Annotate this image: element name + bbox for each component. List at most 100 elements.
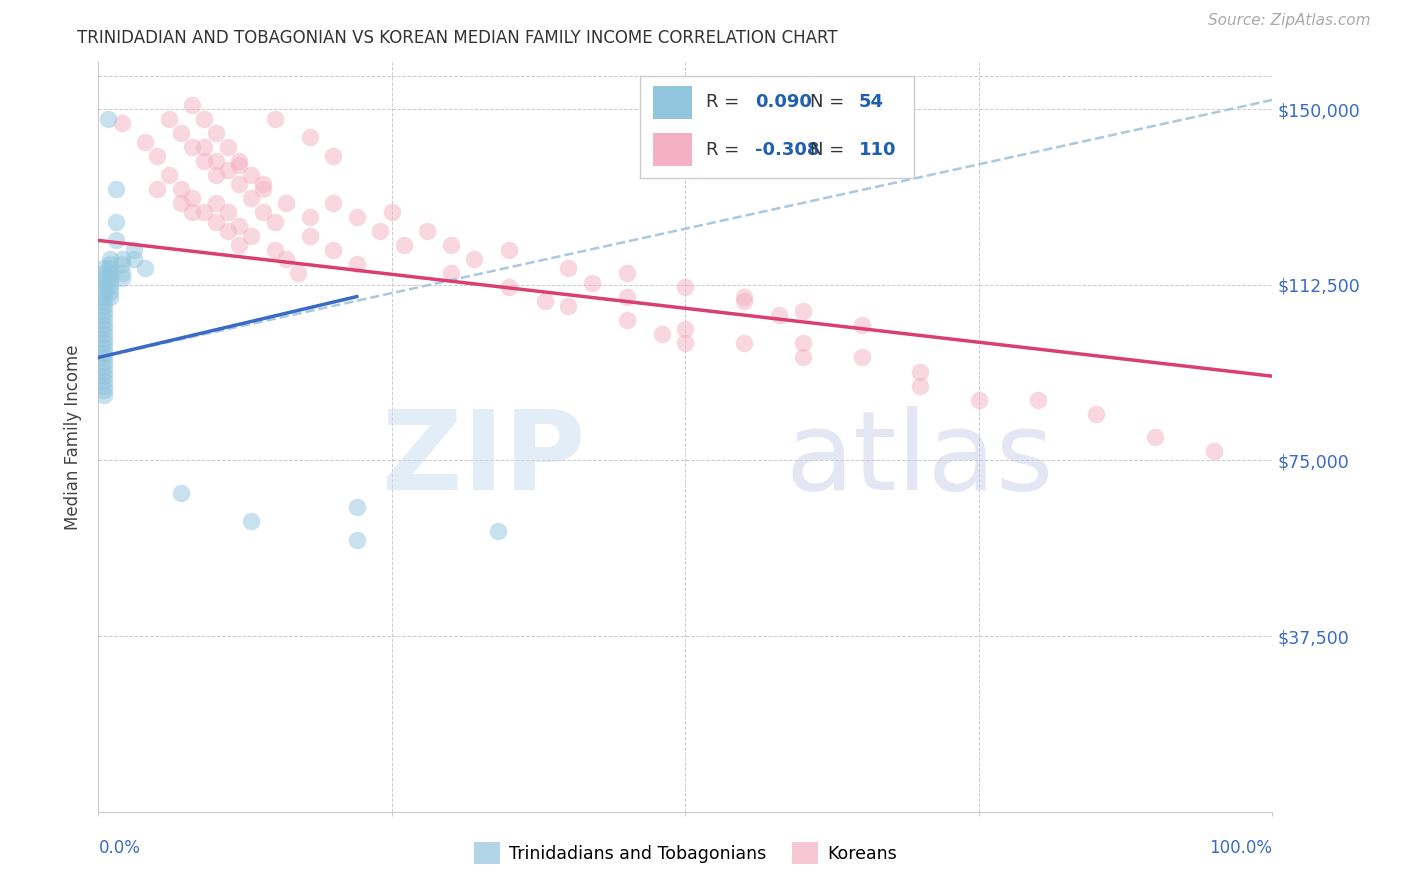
Point: [146, 182, 169, 196]
Point: [733, 336, 755, 351]
Point: [193, 139, 215, 153]
Point: [111, 116, 134, 130]
Text: -0.308: -0.308: [755, 141, 820, 159]
Point: [1202, 444, 1225, 458]
Point: [157, 112, 180, 126]
Point: [98, 266, 121, 280]
Point: [111, 257, 134, 271]
Point: [217, 139, 239, 153]
Point: [228, 238, 250, 252]
Point: [322, 149, 344, 163]
Point: [93, 341, 115, 355]
Point: [98, 285, 121, 299]
Point: [651, 326, 673, 341]
Point: [93, 271, 115, 285]
Text: 54: 54: [859, 94, 884, 112]
Point: [181, 191, 204, 205]
Point: [98, 271, 121, 285]
Point: [205, 153, 228, 168]
Point: [193, 112, 215, 126]
Point: [263, 214, 285, 228]
Point: [98, 280, 121, 294]
Point: [93, 365, 115, 379]
Point: [368, 224, 391, 238]
Point: [93, 322, 115, 336]
Point: [93, 280, 115, 294]
Point: [768, 308, 790, 322]
Text: ZIP: ZIP: [382, 406, 586, 513]
Point: [169, 182, 191, 196]
Point: [581, 276, 603, 290]
Point: [93, 355, 115, 369]
Point: [733, 289, 755, 303]
Point: [93, 351, 115, 365]
Point: [134, 261, 156, 276]
Point: [93, 336, 115, 351]
Point: [675, 336, 697, 351]
Point: [98, 257, 121, 271]
Text: N =: N =: [810, 94, 849, 112]
Point: [616, 289, 638, 303]
Point: [733, 294, 755, 309]
Point: [93, 326, 115, 341]
Point: [263, 112, 285, 126]
Point: [1085, 407, 1108, 421]
Point: [98, 289, 121, 303]
Point: [263, 243, 285, 257]
Point: [146, 149, 169, 163]
Point: [205, 214, 228, 228]
Text: TRINIDADIAN AND TOBAGONIAN VS KOREAN MEDIAN FAMILY INCOME CORRELATION CHART: TRINIDADIAN AND TOBAGONIAN VS KOREAN MED…: [77, 29, 838, 46]
Text: 110: 110: [859, 141, 897, 159]
Point: [93, 289, 115, 303]
Point: [169, 126, 191, 140]
Bar: [654, 133, 692, 166]
Point: [381, 205, 404, 219]
Point: [111, 252, 134, 266]
Point: [498, 243, 520, 257]
Point: [240, 191, 263, 205]
Point: [93, 266, 115, 280]
Point: [93, 388, 115, 402]
Point: [93, 318, 115, 332]
Y-axis label: Median Family Income: Median Family Income: [65, 344, 83, 530]
Point: [557, 299, 579, 313]
Point: [228, 177, 250, 192]
Point: [851, 318, 873, 332]
Point: [111, 266, 134, 280]
Point: [792, 336, 814, 351]
Point: [193, 205, 215, 219]
Point: [93, 359, 115, 374]
Point: [1144, 430, 1167, 444]
Point: [498, 280, 520, 294]
Point: [98, 261, 121, 276]
Text: 100.0%: 100.0%: [1209, 839, 1272, 857]
Point: [616, 266, 638, 280]
Point: [169, 486, 191, 500]
Text: R =: R =: [706, 94, 745, 112]
Point: [205, 195, 228, 210]
Point: [181, 97, 204, 112]
Point: [93, 299, 115, 313]
Point: [616, 313, 638, 327]
Point: [111, 271, 134, 285]
Point: [792, 351, 814, 365]
Point: [181, 205, 204, 219]
Text: 0.0%: 0.0%: [98, 839, 141, 857]
Point: [346, 257, 368, 271]
Point: [217, 205, 239, 219]
Point: [276, 195, 298, 210]
Point: [169, 195, 191, 210]
Point: [93, 346, 115, 360]
Point: [205, 168, 228, 182]
Text: atlas: atlas: [785, 406, 1053, 513]
Point: [463, 252, 485, 266]
Text: 0.090: 0.090: [755, 94, 811, 112]
Point: [346, 533, 368, 547]
Point: [439, 266, 461, 280]
Point: [851, 351, 873, 365]
Point: [908, 365, 931, 379]
Point: [122, 252, 145, 266]
Point: [416, 224, 439, 238]
Point: [228, 219, 250, 234]
Point: [392, 238, 415, 252]
